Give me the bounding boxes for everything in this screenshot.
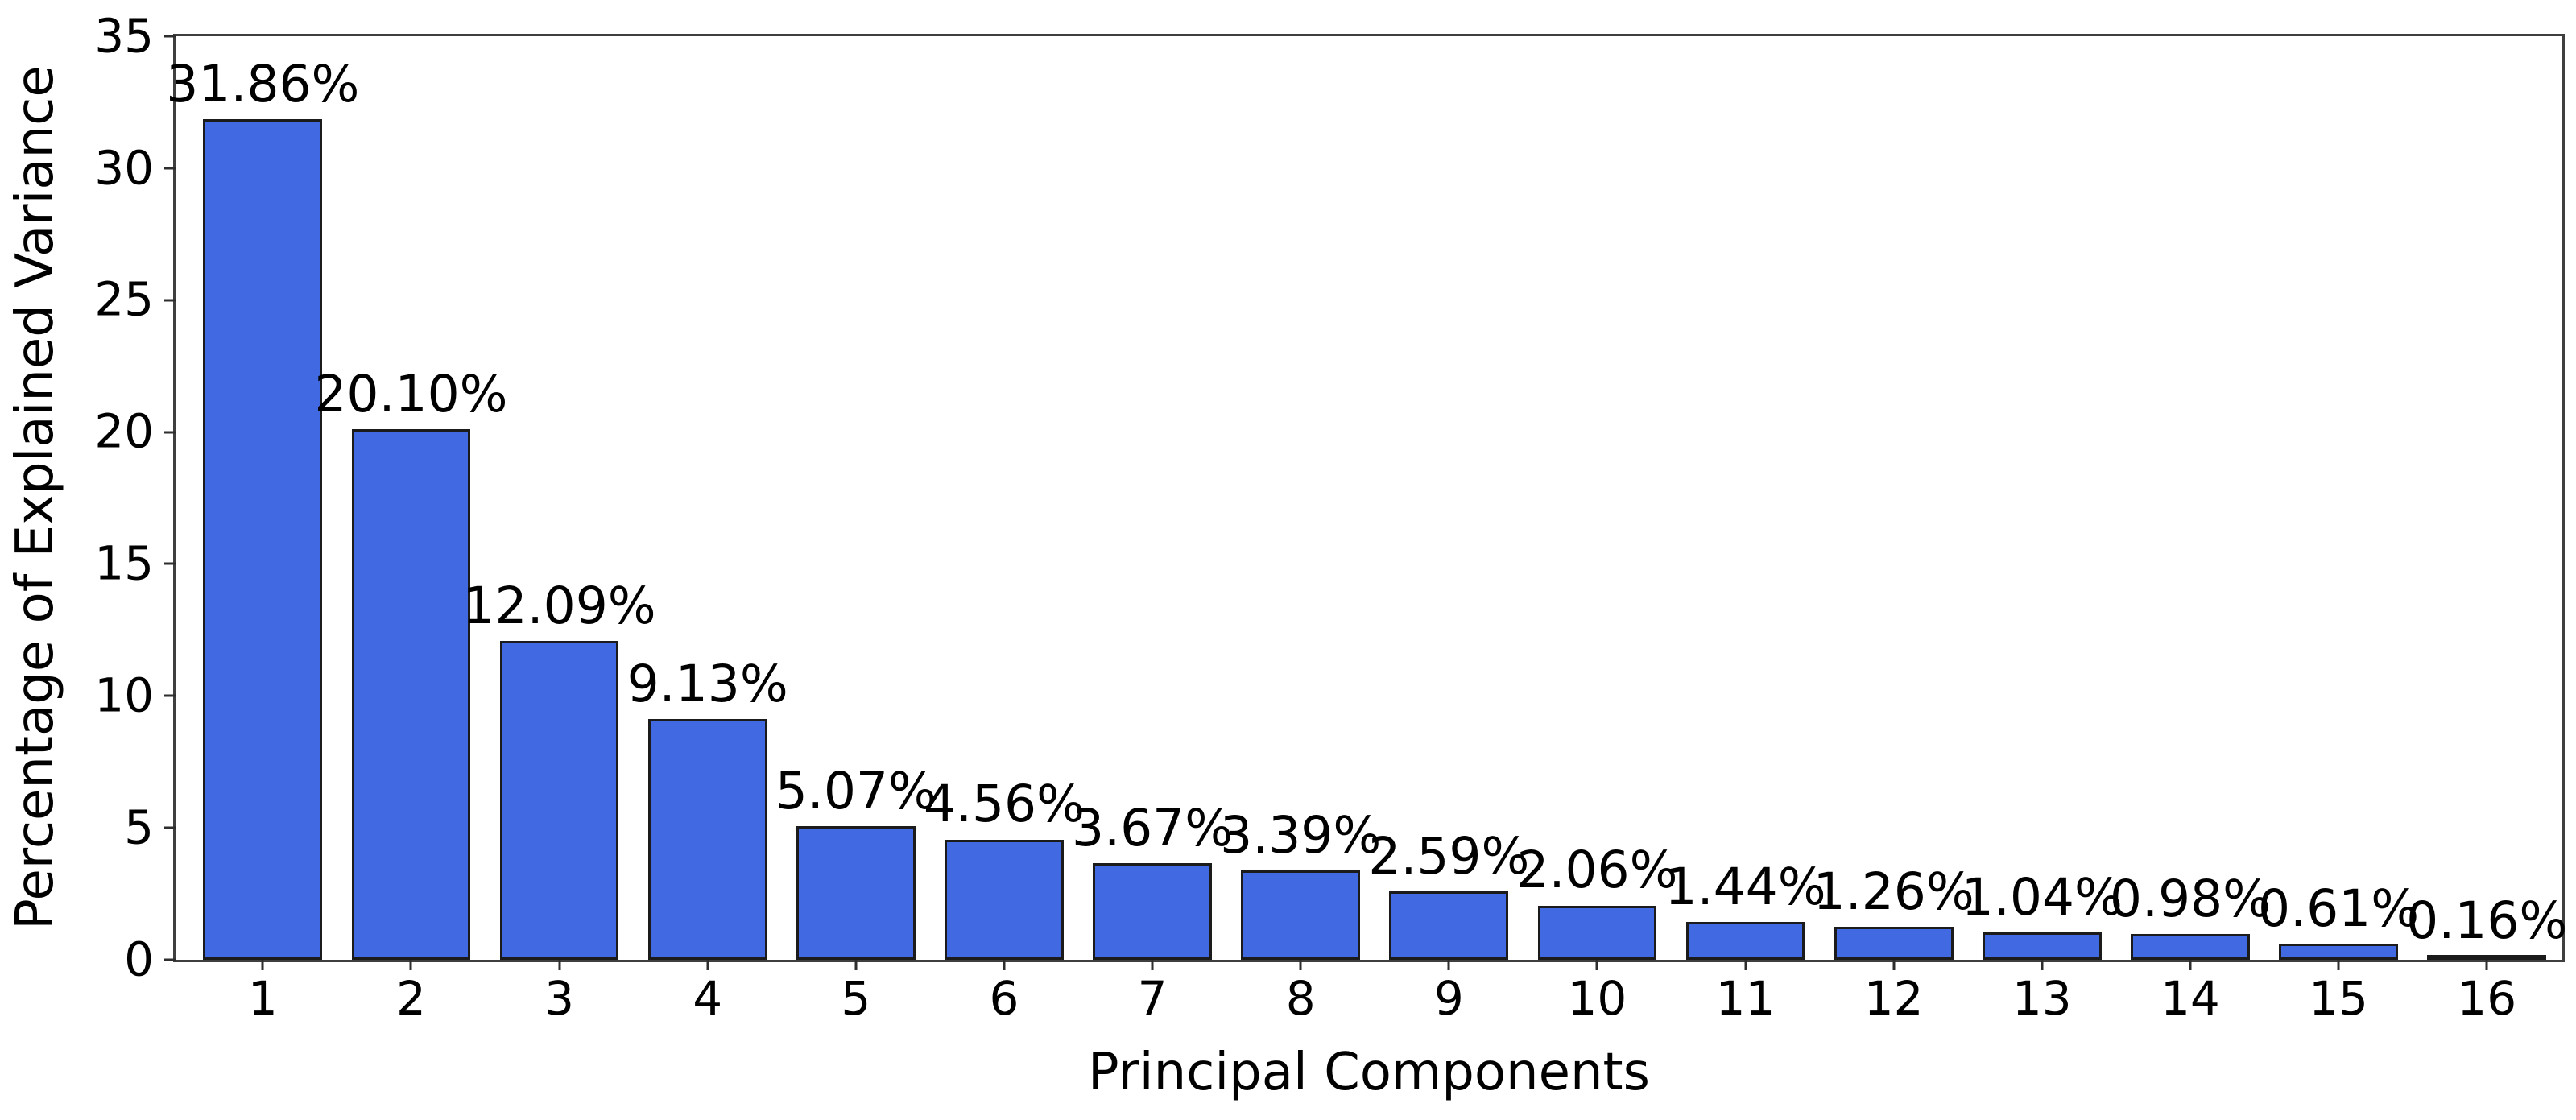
x-tick-label: 13: [2012, 971, 2072, 1026]
bar-value-label: 12.09%: [462, 576, 656, 635]
bar: [945, 839, 1064, 960]
y-tick-mark: [164, 694, 176, 697]
bar: [203, 118, 323, 960]
x-tick-mark: [1151, 960, 1154, 970]
bar: [351, 429, 471, 960]
bar-value-label: 9.13%: [626, 654, 788, 713]
y-tick-mark: [164, 299, 176, 302]
x-tick-label: 6: [989, 971, 1019, 1026]
x-tick-label: 14: [2160, 971, 2220, 1026]
y-tick-label: 35: [94, 8, 154, 64]
bar: [1093, 862, 1212, 960]
bar-value-label: 31.86%: [166, 54, 360, 114]
y-tick-label: 0: [124, 932, 154, 987]
x-tick-mark: [706, 960, 709, 970]
x-tick-mark: [2485, 960, 2488, 970]
y-tick-label: 30: [94, 140, 154, 196]
x-tick-mark: [854, 960, 858, 970]
x-tick-mark: [1892, 960, 1896, 970]
x-tick-label: 16: [2457, 971, 2517, 1026]
bar: [499, 640, 619, 960]
y-tick-mark: [164, 35, 176, 38]
y-tick-mark: [164, 167, 176, 170]
x-tick-mark: [1003, 960, 1006, 970]
bar: [1389, 891, 1509, 960]
x-tick-label: 11: [1715, 971, 1776, 1026]
bar-value-label: 2.59%: [1368, 826, 1530, 886]
bar-value-label: 1.04%: [1961, 867, 2123, 927]
x-axis-label: Principal Components: [1088, 1043, 1650, 1102]
y-tick-label: 25: [94, 272, 154, 328]
bar: [1241, 870, 1361, 960]
x-tick-label: 7: [1137, 971, 1168, 1026]
x-tick-mark: [2189, 960, 2192, 970]
y-tick-label: 20: [94, 403, 154, 459]
x-tick-label: 5: [841, 971, 871, 1026]
bar-value-label: 20.10%: [314, 365, 508, 424]
x-tick-mark: [1595, 960, 1598, 970]
bar-value-label: 3.39%: [1220, 805, 1382, 865]
y-tick-label: 10: [94, 667, 154, 723]
bar-value-label: 4.56%: [923, 775, 1085, 834]
x-tick-mark: [261, 960, 264, 970]
bar-value-label: 1.44%: [1664, 857, 1826, 916]
x-tick-label: 1: [247, 971, 278, 1026]
y-tick-label: 15: [94, 535, 154, 591]
bar: [2131, 933, 2250, 960]
bar-value-label: 0.98%: [2109, 869, 2272, 928]
bar: [1537, 905, 1657, 960]
bar: [647, 718, 767, 960]
bar: [1685, 921, 1805, 960]
x-tick-mark: [2337, 960, 2340, 970]
x-tick-mark: [558, 960, 561, 970]
bar-value-label: 5.07%: [775, 761, 937, 820]
y-tick-mark: [164, 826, 176, 829]
x-tick-mark: [1447, 960, 1450, 970]
bar-value-label: 0.16%: [2406, 891, 2568, 950]
bar-value-label: 3.67%: [1071, 798, 1234, 858]
y-tick-mark: [164, 562, 176, 565]
x-tick-label: 15: [2309, 971, 2368, 1026]
x-tick-label: 9: [1433, 971, 1464, 1026]
y-tick-label: 5: [124, 800, 154, 855]
x-tick-label: 10: [1567, 971, 1627, 1026]
x-tick-label: 2: [395, 971, 426, 1026]
x-tick-label: 3: [544, 971, 574, 1026]
bar: [1834, 926, 1954, 960]
x-tick-mark: [1299, 960, 1302, 970]
bar-value-label: 2.06%: [1516, 841, 1678, 900]
y-tick-mark: [164, 958, 176, 961]
x-tick-label: 12: [1863, 971, 1924, 1026]
x-tick-mark: [2041, 960, 2044, 970]
bar: [796, 825, 916, 960]
bar-value-label: 1.26%: [1813, 862, 1974, 921]
x-tick-mark: [409, 960, 412, 970]
bar: [2279, 944, 2398, 960]
x-tick-label: 4: [693, 971, 723, 1026]
bar: [2427, 955, 2547, 960]
x-tick-mark: [1744, 960, 1747, 970]
plot-area: 31.86% 1 20.10% 2 12.09% 3 9.13% 4 5.07% 5 4.56% 6 3…: [94, 12, 2568, 1024]
x-tick-label: 8: [1285, 971, 1316, 1026]
bar: [1982, 932, 2102, 960]
y-axis-label: Percentage of Explained Variance: [5, 65, 65, 930]
bar-value-label: 0.61%: [2257, 878, 2420, 938]
y-tick-mark: [164, 431, 176, 434]
